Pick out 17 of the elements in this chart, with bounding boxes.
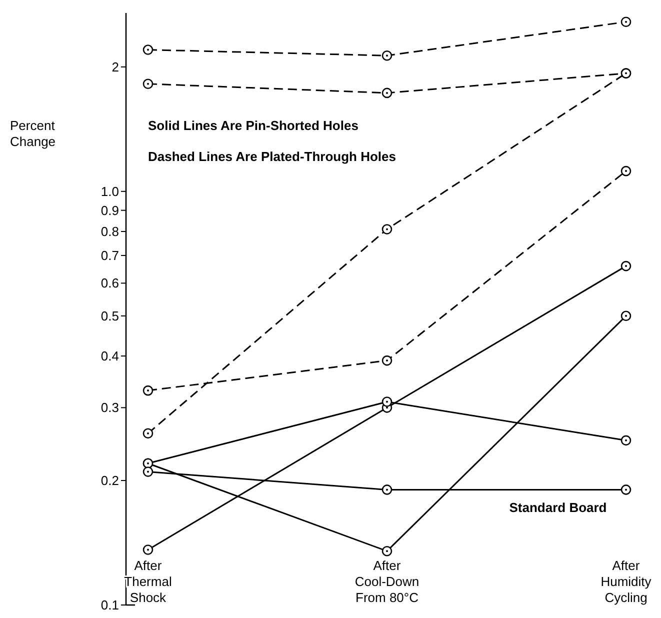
y-tick-label: 0.1 (100, 598, 119, 613)
x-tick-label: After Humidity Cycling (600, 558, 652, 605)
y-tick-label: 1.0 (100, 184, 119, 199)
y-tick-label: 0.8 (100, 224, 119, 240)
y-tick-label: 0.9 (100, 202, 119, 218)
y-tick-label: 2 (112, 59, 119, 74)
annotation: Dashed Lines Are Plated-Through Holes (148, 149, 396, 164)
x-tick-label: After Cool-Down From 80°C (354, 558, 420, 605)
y-axis-title: Percent Change (10, 118, 56, 149)
y-tick-label: 0.6 (100, 276, 119, 291)
y-tick-label: 0.2 (100, 473, 119, 488)
y-tick-label: 0.3 (100, 400, 119, 416)
y-tick-label: 0.7 (100, 248, 119, 264)
annotation: Solid Lines Are Pin-Shorted Holes (148, 118, 358, 133)
y-tick-label: 0.4 (100, 348, 119, 364)
annotation: Standard Board (509, 500, 607, 515)
y-tick-label: 0.5 (100, 308, 119, 324)
